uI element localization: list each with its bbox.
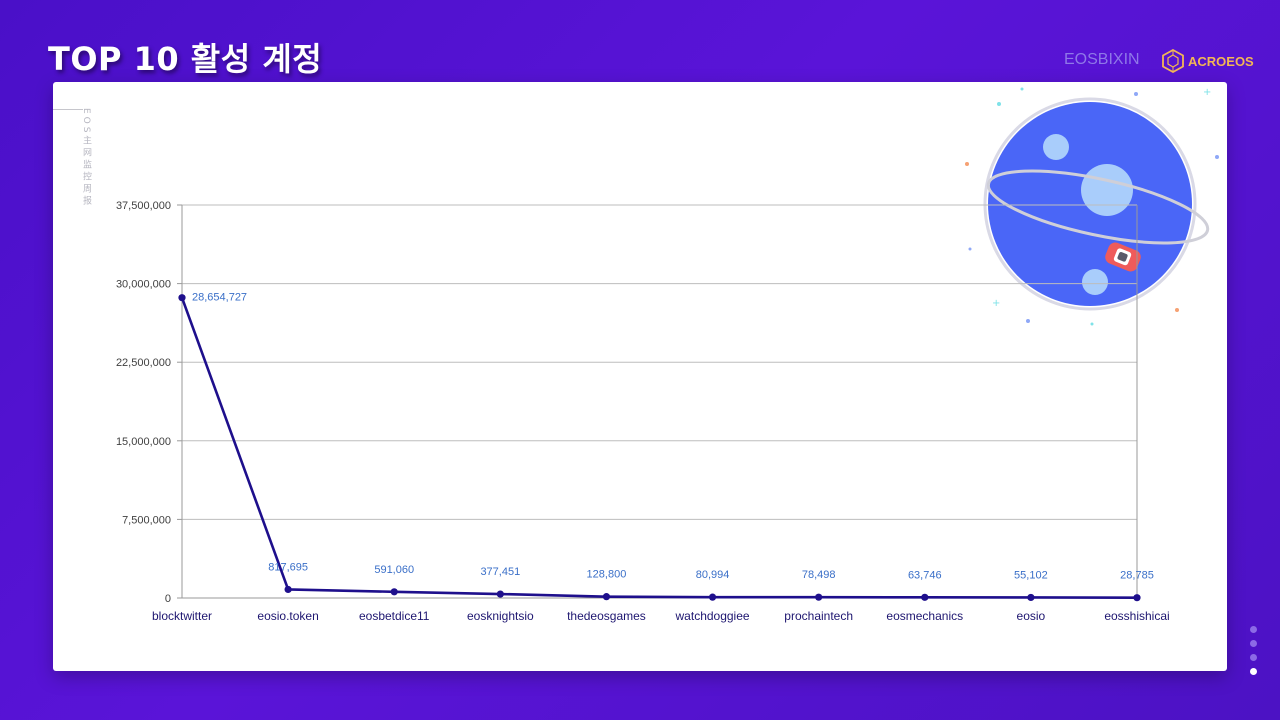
- data-label: 28,785: [1120, 570, 1154, 582]
- x-tick-label: eosshishicai: [1104, 609, 1169, 623]
- x-tick-label: thedeosgames: [567, 609, 646, 623]
- line-chart: + + + 0 7,500,000 15,000,000 22,500,000 30,0…: [116, 87, 1219, 623]
- brand-logo-text: ACROEOS: [1188, 53, 1254, 69]
- brand-logo: ACROEOS: [1162, 48, 1254, 74]
- y-tick-label: 37,500,000: [116, 200, 171, 212]
- data-point: [708, 593, 717, 601]
- nav-dot[interactable]: [1250, 640, 1257, 647]
- y-tick-label: 22,500,000: [116, 357, 171, 369]
- svg-text:+: +: [992, 298, 1000, 309]
- slide-title: TOP 10 활성 계정: [48, 40, 323, 78]
- side-rule: [53, 109, 83, 110]
- data-point: [284, 585, 292, 594]
- nav-dot[interactable]: [1250, 668, 1257, 675]
- x-tick-label: eosknightsio: [467, 609, 534, 623]
- data-point: [178, 294, 186, 302]
- y-tick-label: 0: [165, 593, 171, 605]
- series-line: [180, 297, 1138, 599]
- chart-panel: EOS主网监控周报 + + +: [53, 82, 1227, 671]
- data-point: [1133, 594, 1141, 602]
- brand-text: EOSBIXIN: [1064, 51, 1140, 68]
- hexagon-logo-icon: [1162, 49, 1184, 73]
- data-labels: 28,654,727 817,695 591,060 377,451 128,800 80…: [192, 292, 1154, 582]
- planet-illustration: + + +: [965, 87, 1219, 326]
- x-tick-label: blocktwitter: [152, 609, 212, 623]
- data-label: 78,498: [802, 569, 836, 581]
- data-point: [602, 593, 611, 601]
- y-tick-label: 30,000,000: [116, 279, 171, 291]
- x-axis: blocktwitter eosio.token eosbetdice11 eoskn…: [152, 609, 1170, 623]
- data-label: 80,994: [696, 569, 730, 581]
- data-label: 28,654,727: [192, 292, 247, 304]
- chart-grid: [181, 204, 1138, 599]
- data-label: 55,102: [1014, 569, 1048, 581]
- y-axis: 0 7,500,000 15,000,000 22,500,000 30,000,000…: [116, 200, 182, 605]
- y-tick-label: 7,500,000: [122, 514, 171, 526]
- svg-text:+: +: [1203, 87, 1211, 98]
- data-point: [390, 588, 398, 596]
- nav-dot[interactable]: [1250, 626, 1257, 633]
- data-point: [815, 593, 823, 601]
- x-tick-label: eosmechanics: [886, 609, 963, 623]
- y-tick-label: 15,000,000: [116, 436, 171, 448]
- data-label: 63,746: [908, 569, 942, 581]
- side-watermark: EOS主网监控周报: [81, 108, 91, 208]
- x-tick-label: watchdoggiee: [675, 609, 750, 623]
- nav-dot[interactable]: [1250, 654, 1257, 661]
- x-tick-label: eosio: [1017, 609, 1046, 623]
- x-tick-label: prochaintech: [784, 609, 853, 623]
- data-points: [178, 294, 1141, 602]
- data-label: 591,060: [374, 564, 414, 576]
- data-label: 377,451: [480, 566, 520, 578]
- data-point: [921, 593, 929, 601]
- data-label: 128,800: [587, 569, 627, 581]
- data-point: [496, 590, 504, 598]
- x-tick-label: eosio.token: [257, 609, 318, 623]
- data-label: 817,695: [268, 561, 308, 573]
- series-polyline: [180, 297, 1138, 599]
- data-point: [1027, 593, 1035, 602]
- slide-nav-dots[interactable]: [1250, 626, 1257, 675]
- x-tick-label: eosbetdice11: [359, 609, 430, 623]
